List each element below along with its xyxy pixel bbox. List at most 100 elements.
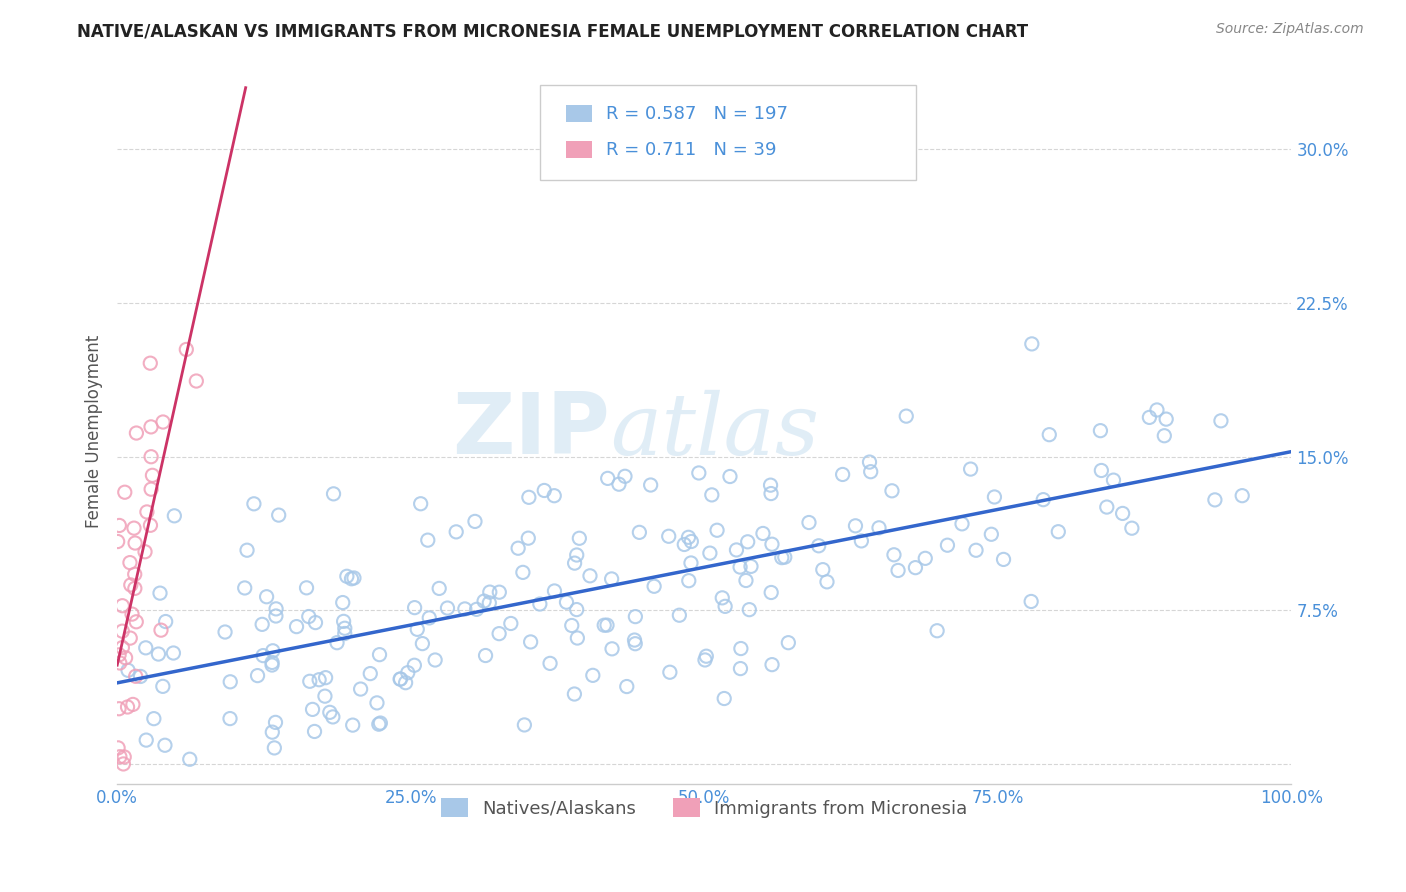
Point: [543, 584, 565, 599]
Point: [1209, 414, 1232, 428]
Point: [219, 712, 242, 726]
Point: [965, 543, 987, 558]
Point: [679, 556, 702, 570]
Point: [993, 552, 1015, 566]
Point: [543, 489, 565, 503]
Point: [478, 585, 501, 599]
Point: [643, 579, 665, 593]
Point: [478, 596, 501, 610]
Point: [883, 548, 905, 562]
Point: [693, 653, 716, 667]
Point: [416, 533, 439, 548]
Point: [322, 710, 344, 724]
Point: [111, 624, 134, 639]
Point: [148, 647, 170, 661]
Point: [454, 602, 477, 616]
Point: [561, 618, 583, 632]
FancyBboxPatch shape: [540, 85, 915, 180]
Point: [980, 527, 1002, 541]
Point: [108, 656, 131, 670]
Point: [252, 648, 274, 663]
Point: [472, 594, 495, 608]
Point: [342, 718, 364, 732]
Point: [322, 487, 344, 501]
Point: [304, 724, 326, 739]
Point: [713, 691, 735, 706]
Text: R = 0.587   N = 197: R = 0.587 N = 197: [606, 105, 787, 123]
Point: [122, 521, 145, 535]
Point: [738, 602, 761, 616]
Point: [139, 482, 162, 496]
Point: [124, 669, 146, 683]
Point: [264, 602, 287, 616]
Point: [538, 657, 561, 671]
Point: [600, 641, 623, 656]
Point: [114, 650, 136, 665]
Point: [319, 706, 342, 720]
Point: [699, 546, 721, 560]
Point: [301, 702, 323, 716]
Point: [118, 556, 141, 570]
Point: [243, 497, 266, 511]
Point: [596, 618, 619, 632]
Point: [1090, 424, 1112, 438]
Point: [887, 564, 910, 578]
Point: [267, 508, 290, 522]
Point: [176, 343, 198, 357]
Point: [596, 471, 619, 485]
Point: [624, 609, 647, 624]
Point: [349, 681, 371, 696]
Point: [124, 536, 146, 550]
Point: [773, 550, 796, 565]
Point: [389, 672, 412, 686]
Point: [565, 602, 588, 616]
Point: [959, 462, 981, 476]
Point: [129, 669, 152, 683]
Point: [711, 591, 734, 605]
Point: [950, 516, 973, 531]
Point: [815, 574, 838, 589]
Point: [112, 750, 135, 764]
Point: [219, 674, 242, 689]
Point: [315, 671, 337, 685]
Point: [124, 582, 146, 596]
Point: [121, 607, 143, 621]
Point: [904, 560, 927, 574]
Point: [117, 700, 139, 714]
Point: [139, 450, 162, 464]
Point: [811, 563, 834, 577]
Point: [582, 668, 605, 682]
Point: [695, 649, 717, 664]
Point: [1153, 428, 1175, 442]
Point: [256, 590, 278, 604]
Point: [927, 624, 949, 638]
Point: [488, 585, 510, 599]
FancyBboxPatch shape: [565, 141, 592, 158]
Point: [555, 595, 578, 609]
Point: [1204, 492, 1226, 507]
Point: [368, 648, 391, 662]
Point: [111, 599, 134, 613]
Point: [308, 673, 330, 687]
Point: [406, 623, 429, 637]
Point: [246, 668, 269, 682]
Point: [233, 581, 256, 595]
Point: [936, 538, 959, 552]
Point: [730, 641, 752, 656]
Point: [499, 616, 522, 631]
Point: [718, 469, 741, 483]
Point: [1090, 463, 1112, 477]
Point: [567, 631, 589, 645]
Text: Source: ZipAtlas.com: Source: ZipAtlas.com: [1216, 22, 1364, 37]
Point: [162, 646, 184, 660]
Point: [250, 617, 273, 632]
Point: [304, 615, 326, 630]
Point: [614, 469, 637, 483]
Point: [134, 545, 156, 559]
Point: [914, 551, 936, 566]
Point: [714, 599, 737, 614]
Point: [1102, 473, 1125, 487]
Point: [752, 526, 775, 541]
Point: [678, 574, 700, 588]
Point: [668, 608, 690, 623]
